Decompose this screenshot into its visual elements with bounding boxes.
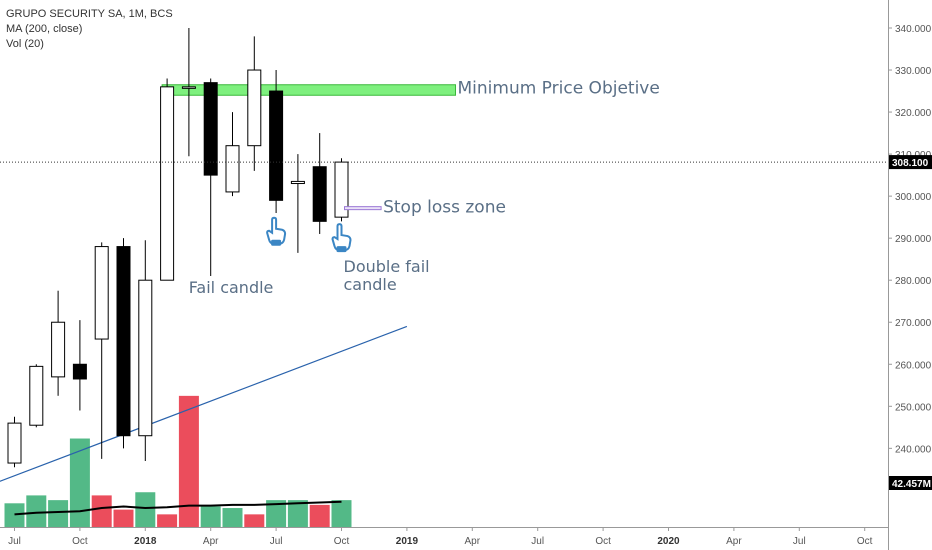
volume-bar-2018-09[interactable] [309, 504, 330, 527]
volume-ma-line[interactable] [14, 500, 342, 516]
y-tick-label: 330.000 [895, 66, 932, 77]
volume-bar-2018-01[interactable] [135, 492, 156, 527]
candle-body-2018-09[interactable] [312, 166, 327, 222]
candle-body-2018-10[interactable] [334, 161, 349, 218]
trendline[interactable] [0, 325, 408, 484]
candle-body-2018-07[interactable] [269, 90, 284, 201]
stop-loss-zone[interactable] [344, 206, 382, 211]
volume-bar-2018-04[interactable] [200, 506, 221, 527]
candle-body-2018-01[interactable] [138, 279, 153, 437]
annotation-label-1-1: candle [344, 275, 397, 294]
candle-body-2018-02[interactable] [160, 86, 175, 281]
x-tick-label: Apr [203, 536, 219, 547]
chart-legend: GRUPO SECURITY SA, 1M, BCS MA (200, clos… [6, 7, 173, 52]
pointing-hand-icon [266, 216, 287, 246]
last-volume-tag [889, 476, 932, 490]
candle-body-2018-03[interactable] [181, 86, 196, 89]
hand-outline [331, 223, 352, 252]
hand-outline [266, 216, 287, 245]
last-price-tag-label: 308.100 [892, 158, 929, 169]
y-tick-label: 320.000 [895, 108, 932, 119]
y-tick-label: 280.000 [895, 276, 932, 287]
candle-body-2017-11[interactable] [94, 246, 109, 340]
x-tick-label: Oct [334, 536, 350, 547]
volume-bar-2018-08[interactable] [287, 500, 308, 527]
volume-bar-2018-10[interactable] [331, 500, 352, 527]
annotation-label-1-0: Double fail [344, 257, 430, 276]
annotation-label-0-0: Fail candle [189, 278, 274, 297]
volume-bar-2017-10[interactable] [69, 438, 90, 527]
candle-body-2017-09[interactable] [51, 321, 66, 378]
volume-bar-2018-05[interactable] [222, 508, 243, 527]
last-volume-tag-label: 42.457M [892, 479, 931, 490]
y-tick-label: 300.000 [895, 192, 932, 203]
volume-bar-2018-02[interactable] [157, 514, 178, 527]
last-price-tag [889, 155, 932, 170]
volume-bar-2018-06[interactable] [244, 514, 265, 527]
hand-cuff [271, 239, 282, 246]
x-tick-label: Oct [857, 536, 873, 547]
x-tick-label: Jul [8, 536, 21, 547]
volume-bar-2017-09[interactable] [48, 500, 69, 527]
candle-body-2018-06[interactable] [247, 69, 262, 147]
x-tick-label: Oct [72, 536, 88, 547]
y-tick-label: 250.000 [895, 402, 932, 413]
stop-loss-label: Stop loss zone [383, 198, 506, 218]
candle-body-2017-07[interactable] [7, 422, 22, 464]
target-zone-label: Minimum Price Objetive [458, 79, 660, 99]
candle-body-2017-12[interactable] [116, 246, 131, 437]
y-tick-label: 260.000 [895, 360, 932, 371]
volume-bar-2018-03[interactable] [178, 395, 199, 527]
volume-bar-2017-08[interactable] [26, 495, 47, 527]
y-tick-label: 290.000 [895, 234, 932, 245]
candle-body-2018-04[interactable] [203, 82, 218, 176]
volume-bar-2017-11[interactable] [91, 495, 112, 527]
volume-bar-2017-07[interactable] [4, 503, 25, 527]
candle-body-2017-10[interactable] [72, 363, 87, 380]
volume-bar-2018-07[interactable] [266, 500, 287, 527]
x-tick-label: Apr [726, 536, 742, 547]
y-tick-label: 270.000 [895, 318, 932, 329]
y-tick-label: 240.000 [895, 444, 932, 455]
x-tick-label: 2020 [657, 536, 680, 547]
candle-body-2017-08[interactable] [29, 365, 44, 426]
x-tick-label: Jul [793, 536, 806, 547]
candle-body-2018-05[interactable] [225, 145, 240, 193]
x-tick-label: Oct [595, 536, 611, 547]
hand-cuff [336, 246, 347, 253]
pointing-hand-icon [331, 223, 352, 253]
x-tick-label: Jul [531, 536, 544, 547]
candle-body-2018-08[interactable] [290, 180, 305, 185]
x-tick-label: 2019 [396, 536, 419, 547]
x-tick-label: Jul [270, 536, 283, 547]
volume-indicator-label[interactable]: Vol (20) [6, 38, 44, 50]
x-tick-label: 2018 [134, 536, 157, 547]
ma-indicator-label[interactable]: MA (200, close) [6, 23, 83, 35]
symbol-title[interactable]: GRUPO SECURITY SA, 1M, BCS [6, 8, 173, 20]
volume-bar-2017-12[interactable] [113, 509, 134, 527]
x-tick-label: Apr [465, 536, 481, 547]
y-tick-label: 340.000 [895, 24, 932, 35]
